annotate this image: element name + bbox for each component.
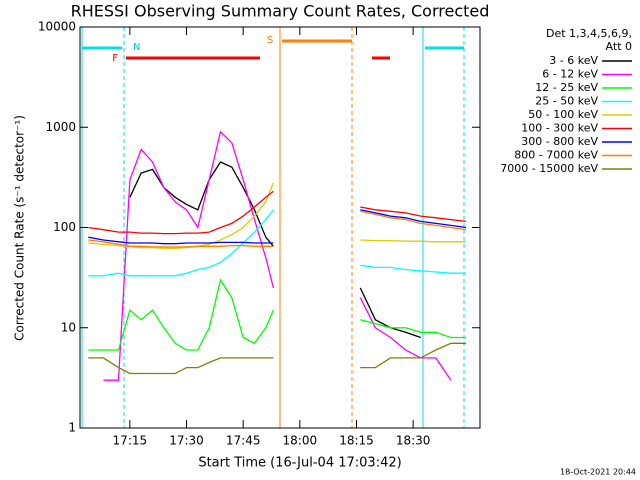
flag-label: F: [112, 53, 118, 64]
x-axis-label: Start Time (16-Jul-04 17:03:42): [198, 456, 401, 471]
y-tick-label: 10: [61, 320, 76, 334]
legend-label: 3 - 6 keV: [549, 54, 598, 67]
legend-title: Det 1,3,4,5,6,9,: [546, 27, 632, 40]
x-tick-label: 18:15: [339, 434, 374, 448]
series-line: [88, 182, 466, 249]
legend-title: Att 0: [606, 40, 632, 53]
flag-label: S: [267, 35, 273, 46]
legend-label: 6 - 12 keV: [542, 68, 598, 81]
x-tick-label: 18:30: [396, 434, 431, 448]
legend-label: 7000 - 15000 keV: [500, 162, 598, 175]
legend-label: 25 - 50 keV: [535, 95, 598, 108]
x-tick-label: 17:15: [113, 434, 148, 448]
footer: 18-Oct-2021 20:44: [560, 468, 636, 477]
x-tick-label: 17:45: [226, 434, 261, 448]
y-tick-label: 1: [68, 421, 76, 435]
series-line: [103, 130, 452, 381]
series-line: [88, 342, 466, 375]
series-line: [129, 161, 421, 339]
legend-label: 800 - 7000 keV: [514, 149, 598, 162]
legend-label: 12 - 25 keV: [535, 81, 598, 94]
x-tick-label: 17:30: [169, 434, 204, 448]
x-tick-label: 18:00: [283, 434, 318, 448]
flags: N F S: [81, 27, 465, 428]
series-line: [88, 209, 467, 245]
legend-label: 300 - 800 keV: [521, 135, 598, 148]
y-tick-label: 100: [53, 220, 76, 234]
series-line: [88, 210, 467, 248]
y-tick-label: 1000: [45, 120, 76, 134]
chart-title: RHESSI Observing Summary Count Rates, Co…: [71, 2, 490, 21]
legend-label: 100 - 300 keV: [521, 122, 598, 135]
y-tick-label: 10000: [38, 20, 76, 34]
legend-label: 50 - 100 keV: [528, 108, 598, 121]
flag-label: N: [133, 42, 140, 53]
series-line: [88, 209, 466, 277]
series-line: [88, 190, 467, 235]
series-line: [88, 278, 466, 351]
y-axis-label: Corrected Count Rate (s⁻¹ detector⁻¹): [13, 115, 27, 341]
